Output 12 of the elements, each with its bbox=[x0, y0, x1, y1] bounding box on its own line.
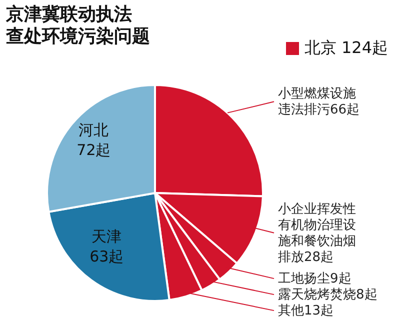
chart-title: 京津冀联动执法 bbox=[6, 4, 133, 26]
slice-label: 露天烧烤焚烧8起 bbox=[278, 288, 378, 303]
slice-label: 工地扬尘9起 bbox=[278, 272, 352, 287]
text: 北京 124起 bbox=[304, 38, 388, 59]
slice-label: 其他13起 bbox=[278, 304, 334, 319]
slice-label: 天津 bbox=[92, 227, 122, 246]
chart-subtitle: 查处环境污染问题 bbox=[6, 26, 150, 48]
slice-label: 河北 bbox=[78, 120, 109, 139]
data-label: 63起 bbox=[90, 247, 124, 266]
slice-label: 小企业挥发性有机物治理设施和餐饮油烟排放28起 bbox=[278, 202, 356, 265]
slice-label: 小型燃煤设施违法排污66起 bbox=[278, 86, 360, 118]
data-label: 72起 bbox=[76, 140, 111, 159]
